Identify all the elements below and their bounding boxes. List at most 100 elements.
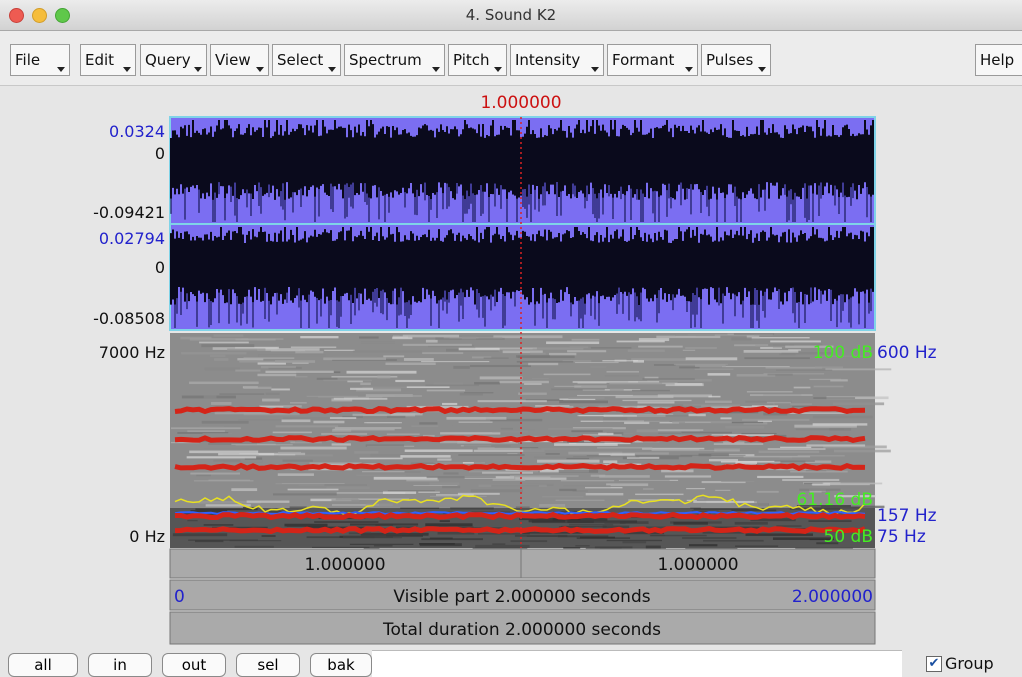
spectrogram-texture [782,479,839,481]
zoom-button[interactable]: bak [310,653,372,677]
spectrogram-texture [546,341,599,344]
spectrogram-texture [344,398,369,400]
spectrogram-texture [606,483,648,486]
spectrogram-texture [576,442,604,443]
spectrogram-texture [427,476,496,478]
spectrogram-texture [462,337,476,340]
scroll-bar[interactable] [372,650,902,677]
spectrogram-texture [478,400,547,402]
spectrogram-texture [503,350,543,353]
spectrogram-texture [734,333,774,335]
spectrogram-texture [590,366,606,368]
spectrogram-texture [745,401,791,403]
spectrogram-texture [603,460,617,463]
spectrogram-texture [695,364,726,367]
spectrogram-texture [411,425,438,427]
spectrogram-texture [484,358,509,359]
spectrogram-texture [452,424,479,426]
spectrogram-texture [598,433,613,435]
spectrogram-texture [261,366,296,368]
spectrogram-texture [681,432,732,434]
spectrogram-texture [471,489,523,492]
spectrogram-texture [443,472,458,474]
pitch-axis-label: 157 Hz [877,506,937,526]
spectrogram-texture [474,382,500,384]
spectrogram-texture [744,350,799,353]
amplitude-min-label: -0.09421 [93,203,165,222]
spectrogram-texture [825,368,891,370]
spectrogram-texture [699,449,764,450]
spectrogram-texture [231,444,275,445]
spectrogram-texture [460,393,483,396]
spectrogram-texture [437,458,451,460]
spectrogram-texture [743,456,810,458]
spectrogram-texture [520,450,544,452]
spectrogram-texture [436,462,482,464]
spectrogram-texture [493,479,526,481]
spectrogram-texture [635,494,683,495]
zoom-button[interactable]: in [88,653,152,677]
amplitude-zero-label: 0 [155,258,165,277]
spectrogram-texture [427,390,465,392]
spectrogram-texture [442,486,460,488]
spectrogram-texture [383,491,416,494]
amplitude-zero-label: 0 [155,144,165,163]
spectrogram-texture [603,421,669,422]
spectrogram-texture [675,333,715,336]
spectrogram-texture [433,382,462,385]
spectrogram-texture [189,451,258,454]
spectrogram-texture [763,373,824,374]
visible-end: 2.000000 [792,587,873,607]
spectrogram-texture [362,387,409,388]
spectrogram-texture [387,433,420,435]
spectrogram-texture [568,397,604,399]
spectrogram-texture [747,391,793,392]
spectrogram-texture [638,346,683,348]
spectrogram-texture [517,361,574,363]
spectrogram-texture [632,390,670,391]
formant-track [175,529,865,532]
spectrogram-texture [813,423,868,425]
spectrogram-texture [559,489,576,491]
spectrogram-texture [546,453,560,455]
spectrogram-texture [510,477,550,479]
spectrogram-texture [566,458,589,459]
spectrogram-texture [532,378,549,379]
spectrogram-texture [288,489,339,491]
zoom-button[interactable]: out [162,653,226,677]
spectrogram-texture [744,357,809,359]
spectrogram-texture [642,378,694,380]
spectrogram-texture [813,397,855,399]
spectrogram-texture [685,347,717,349]
spectrogram-texture [214,358,229,361]
total-duration: Total duration 2.000000 seconds [382,620,661,640]
spectrogram-texture [271,388,290,390]
group-checkbox[interactable]: ✔ [926,656,942,672]
spectrogram-texture [492,431,528,433]
spectrogram-texture [276,425,339,427]
spectrogram-texture [388,490,435,491]
zoom-button[interactable]: all [8,653,78,677]
spectrogram-texture [500,381,549,383]
spectrogram-texture [721,481,754,482]
amplitude-max-label: 0.02794 [99,229,165,248]
spectrogram-texture [211,402,231,405]
visible-start: 0 [174,587,185,607]
spectrogram-texture [571,430,602,432]
spectrogram-texture [347,371,417,374]
spectrogram-texture [544,374,591,376]
spectrogram-texture [549,353,576,355]
spectrogram-texture [573,456,639,457]
spectrogram-texture [291,346,336,348]
formant-track [175,466,865,469]
spectrogram-texture [324,484,367,486]
spectrogram-texture [362,471,405,472]
spectrogram-texture [442,403,457,405]
spectrogram-texture [528,363,558,365]
formant-track [175,409,865,412]
spectrogram-texture [575,362,619,363]
zoom-button[interactable]: sel [236,653,300,677]
spectrogram-texture [187,456,256,458]
spectrogram-texture [418,492,440,493]
spectrogram-texture [708,373,731,376]
